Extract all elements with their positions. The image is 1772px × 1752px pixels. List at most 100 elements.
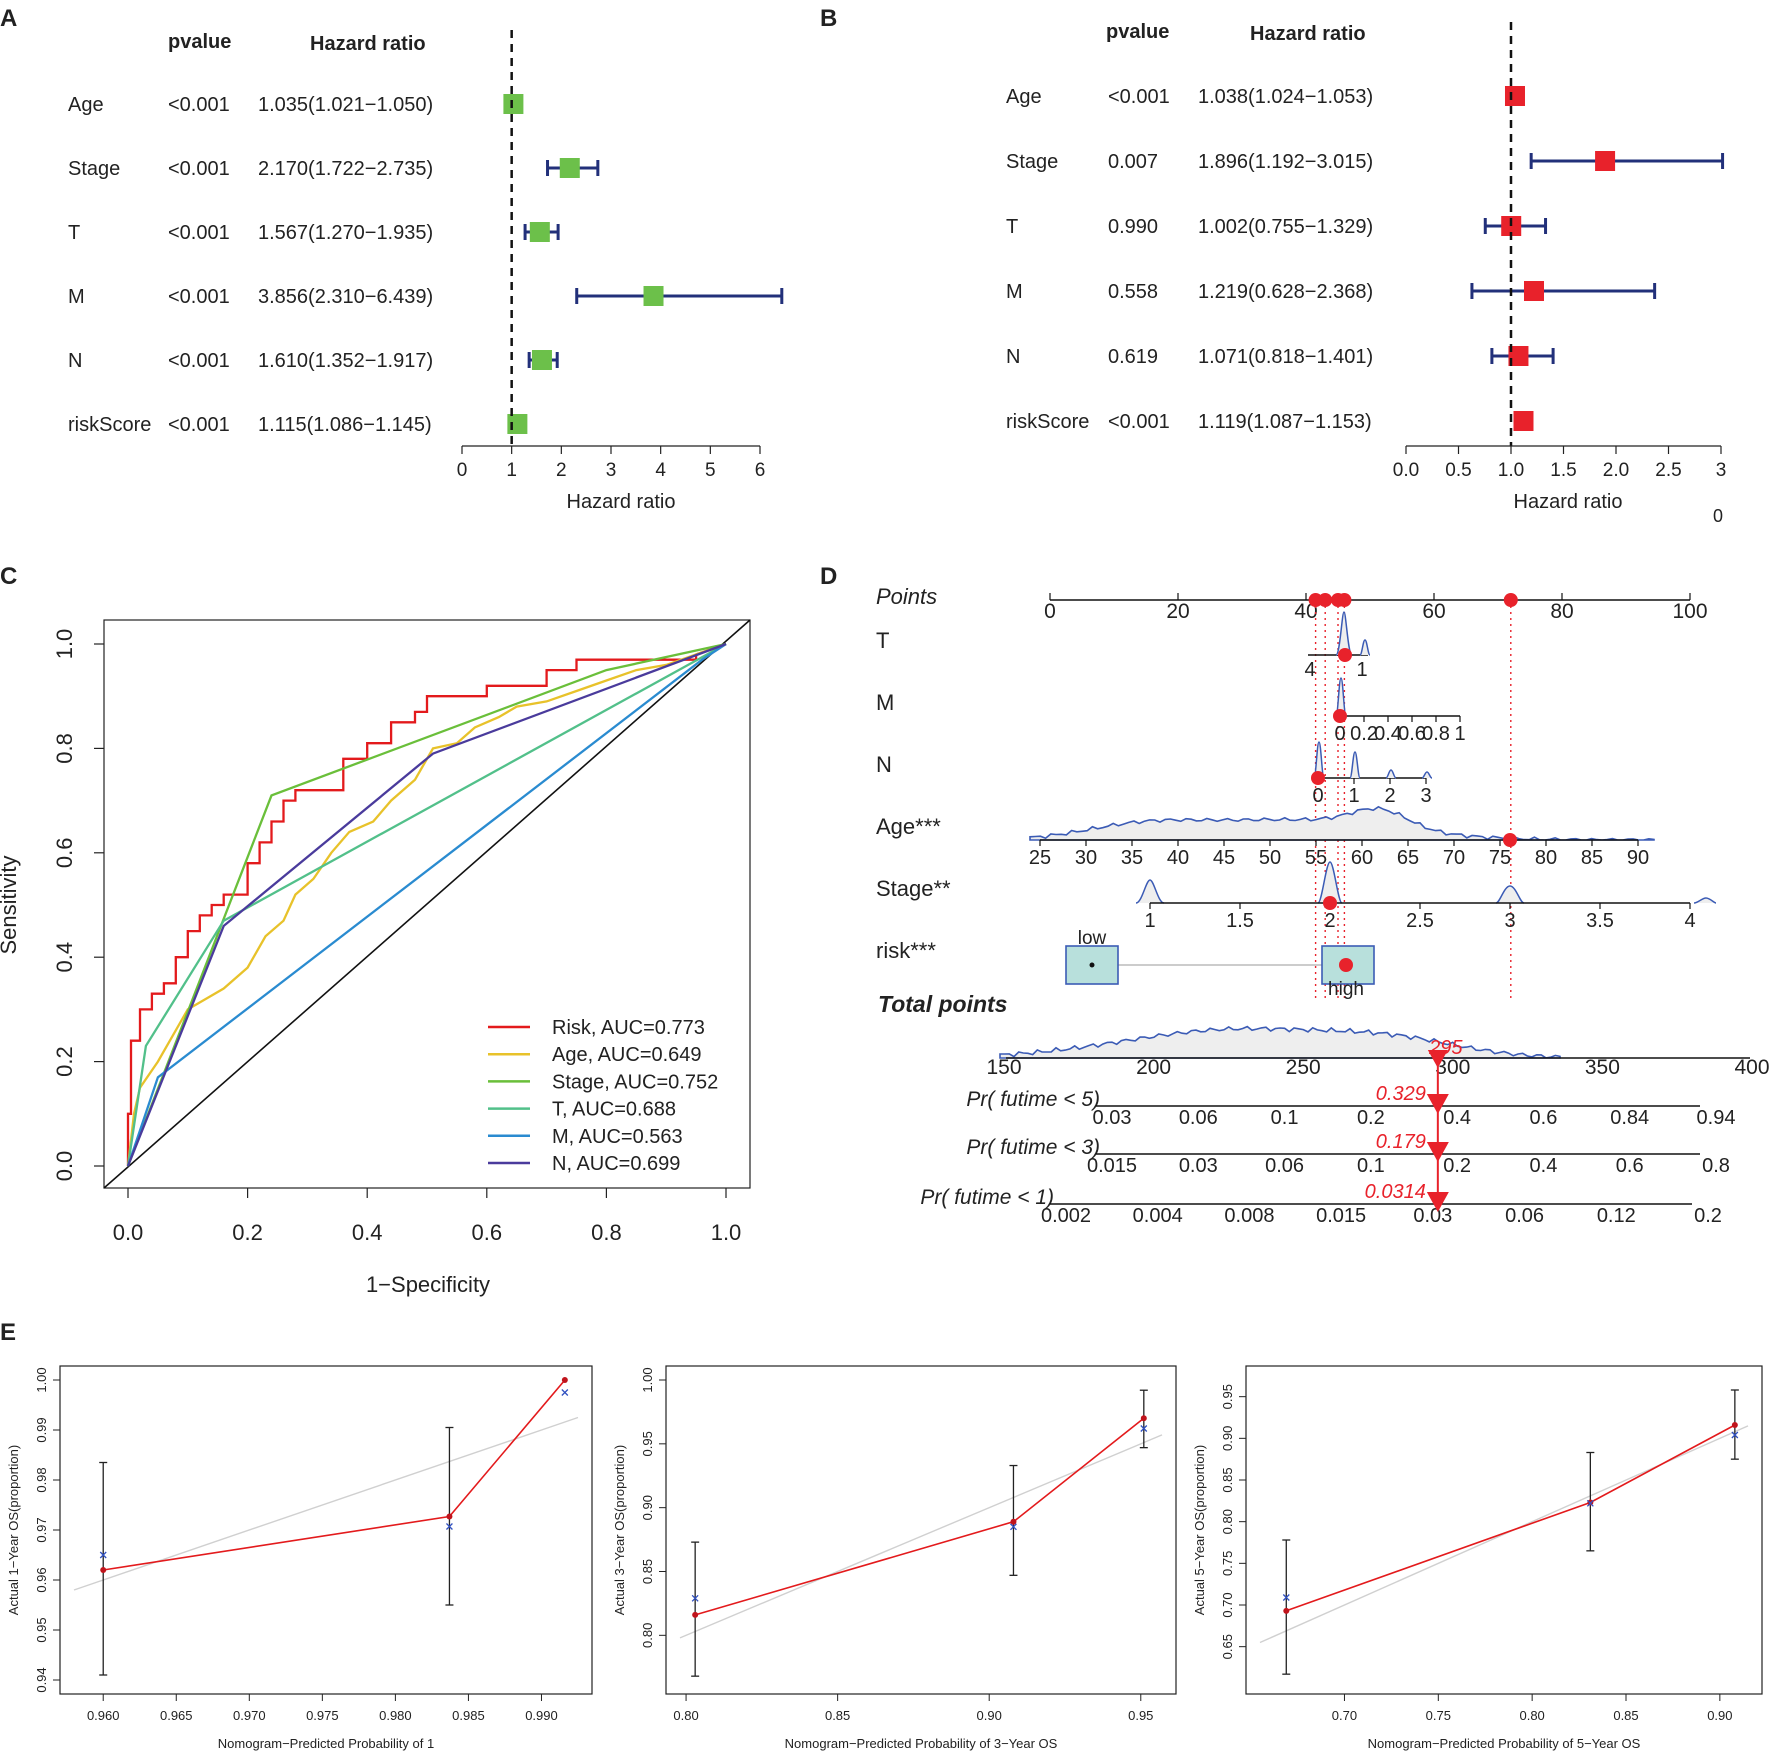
cal-5yr-x-tick-label: 0.75 — [1426, 1708, 1451, 1723]
b-row-hr: 1.071(0.818−1.401) — [1198, 346, 1373, 368]
nomo-pr5-tick-label: 0.03 — [1093, 1107, 1132, 1129]
nomo-points-marker — [1503, 593, 1518, 607]
cal-3yr-y-tick-label: 0.95 — [640, 1431, 655, 1456]
nomo-total-tick-label: 150 — [986, 1056, 1021, 1079]
b-row-label: Stage — [1006, 151, 1058, 173]
cal-1yr-observed-point — [561, 1377, 568, 1383]
a-row-hr: 1.567(1.270−1.935) — [258, 222, 433, 244]
roc-diagonal — [103, 619, 751, 1189]
nomo-stage-tick-label: 4 — [1684, 910, 1695, 932]
roc-curve-risk — [126, 642, 727, 1166]
nomo-pr1-arrow — [1426, 1192, 1449, 1212]
cal-1yr-xlabel: Nomogram−Predicted Probability of 1 — [218, 1736, 434, 1751]
a-row-hr: 2.170(1.722−2.735) — [258, 158, 433, 180]
nomo-pr3-tick-label: 0.4 — [1530, 1155, 1558, 1177]
cal-5yr-y-tick-label: 0.70 — [1220, 1592, 1235, 1617]
cal-5yr-x-tick-label: 0.85 — [1613, 1708, 1638, 1723]
nomo-pr5-tick-label: 0.4 — [1443, 1107, 1471, 1129]
roc-curve-t — [126, 642, 727, 1167]
cal-1yr-corrected-point — [99, 1551, 107, 1559]
roc-curve-age — [126, 642, 727, 1167]
nomo-t-tick-label: 4 — [1304, 659, 1315, 681]
cal-1yr-observed-point — [446, 1513, 453, 1520]
nomo-points-tick-label: 20 — [1166, 600, 1189, 623]
b-extra-mark: 0 — [1713, 506, 1723, 526]
b-x-tick-label: 1.0 — [1498, 460, 1524, 481]
nomo-pr1-tick-label: 0.004 — [1133, 1205, 1183, 1227]
nomo-pr3-arrow — [1426, 1142, 1449, 1162]
nomo-age-tick-label: 35 — [1121, 847, 1143, 869]
cal-1yr-y-tick-label: 0.99 — [34, 1417, 49, 1442]
roc-legend-label: Age, AUC=0.649 — [552, 1044, 702, 1066]
cal-3yr-x-tick-label: 0.90 — [977, 1708, 1002, 1723]
cal-5yr-frame — [1245, 1365, 1763, 1695]
b-hr-box — [1508, 346, 1529, 366]
cal-1yr-x-tick-label: 0.970 — [233, 1708, 266, 1723]
nomo-pr3-tick-label: 0.6 — [1616, 1155, 1644, 1177]
roc-x-tick-label: 0.4 — [352, 1220, 383, 1245]
nomo-m-tick-label: 0.8 — [1422, 723, 1450, 745]
nomo-pr5-tick-label: 0.84 — [1610, 1107, 1649, 1129]
cal-5yr-x-tick-label: 0.70 — [1332, 1708, 1357, 1723]
nomo-n-label: N — [876, 752, 892, 777]
a-hr-box — [559, 158, 580, 178]
nomo-pr5-tick-label: 0.06 — [1179, 1107, 1218, 1129]
a-hr-box — [529, 222, 550, 242]
b-row-pvalue: 0.990 — [1108, 216, 1158, 238]
nomo-pr1-label: Pr( futime < 1) — [920, 1186, 1054, 1209]
cal-3yr-corrected-point — [1010, 1523, 1017, 1531]
roc-x-tick-label: 0.6 — [472, 1220, 503, 1245]
b-hr-box — [1595, 151, 1616, 171]
roc-x-tick-label: 0.0 — [113, 1220, 144, 1245]
nomo-stage-tick-label: 3.5 — [1586, 910, 1614, 932]
nomo-age-tick-label: 40 — [1167, 847, 1189, 869]
cal-1yr-y-tick-label: 1.00 — [34, 1367, 49, 1392]
cal-5yr-y-tick-label: 0.80 — [1220, 1509, 1235, 1534]
nomo-m-tick-label: 1 — [1454, 723, 1465, 745]
roc-legend-label: N, AUC=0.699 — [552, 1153, 680, 1175]
b-row-hr: 1.038(1.024−1.053) — [1198, 86, 1373, 108]
roc-chart: 0.0 0.2 0.4 0.6 0.8 1.0 0.0 0.2 0.4 0.6 0.8 1.0 Risk… — [0, 619, 751, 1297]
cal-5yr-ylabel: Actual 5−Year OS(proportion) — [1192, 1445, 1207, 1615]
nomo-age-tick-label: 45 — [1213, 847, 1235, 869]
cal-5yr-corrected-point — [1731, 1431, 1739, 1439]
cal-5yr-observed-point — [1283, 1607, 1290, 1614]
nomo-risk-high-label: high — [1328, 979, 1364, 1000]
roc-legend-label: Risk, AUC=0.773 — [552, 1017, 705, 1039]
panel-letter-a: A — [0, 5, 17, 32]
b-row-label: M — [1006, 281, 1023, 303]
b-row-label: Age — [1006, 86, 1042, 108]
a-row-hr: 1.610(1.352−1.917) — [258, 350, 433, 372]
roc-frame — [103, 619, 751, 1189]
a-x-tick-label: 6 — [755, 460, 766, 481]
b-row-pvalue: 0.619 — [1108, 346, 1158, 368]
nomo-points-tick-label: 0 — [1044, 600, 1056, 623]
b-row-pvalue: <0.001 — [1108, 86, 1170, 108]
a-row-label: M — [68, 286, 85, 308]
cal-1yr-x-tick-label: 0.975 — [306, 1708, 339, 1723]
nomo-pr1-tick-label: 0.03 — [1413, 1205, 1452, 1227]
cal-5yr-y-tick-label: 0.85 — [1220, 1467, 1235, 1492]
nomo-m-tick-label: 0.2 — [1350, 723, 1378, 745]
cal-1yr-y-tick-label: 0.98 — [34, 1467, 49, 1492]
a-x-tick-label: 5 — [705, 460, 716, 481]
a-x-tick-label: 0 — [457, 460, 468, 481]
nomo-total-tick-label: 300 — [1435, 1056, 1470, 1079]
cal-5yr-observed-line — [1286, 1424, 1736, 1612]
cal-1yr-x-tick-label: 0.960 — [87, 1708, 120, 1723]
nomo-m-density — [1335, 677, 1347, 717]
b-x-tick-label: 0.5 — [1445, 460, 1471, 481]
nomo-stage-tick-label: 2.5 — [1406, 910, 1434, 932]
nomo-n-density — [1313, 741, 1433, 779]
nomo-age-label: Age*** — [876, 814, 941, 839]
nomo-t-tick-label: 1 — [1356, 659, 1367, 681]
nomo-total-density — [999, 1025, 1561, 1059]
b-row-label: riskScore — [1006, 411, 1089, 433]
nomo-n-tick-label: 1 — [1348, 785, 1359, 807]
b-hr-box — [1504, 86, 1525, 106]
b-row-label: T — [1006, 216, 1018, 238]
cal-3yr-xlabel: Nomogram−Predicted Probability of 3−Year… — [785, 1736, 1058, 1751]
nomo-total-tick-label: 250 — [1286, 1056, 1321, 1079]
nomo-pr1-tick-label: 0.015 — [1316, 1205, 1366, 1227]
nomo-pr1-tick-label: 0.12 — [1597, 1205, 1636, 1227]
